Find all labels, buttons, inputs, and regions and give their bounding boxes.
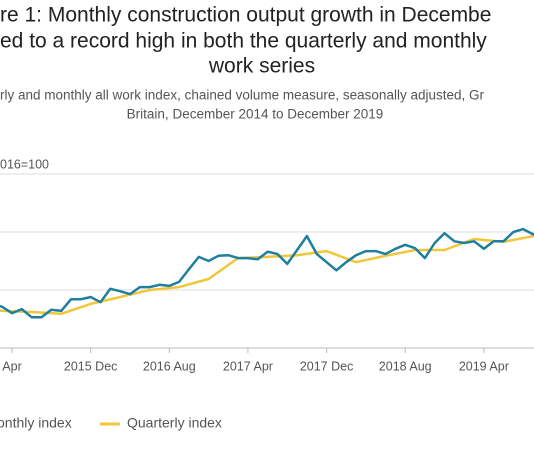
x-tick-label: 2018 Aug <box>379 359 432 373</box>
legend-label: Quarterly index <box>127 415 222 431</box>
legend-label: onthly index <box>0 415 72 431</box>
y-axis-label: 016=100 <box>0 157 49 171</box>
chart-title: re 1: Monthly construction output growth… <box>0 4 491 27</box>
chart-subtitle: rly and monthly all work index, chained … <box>0 88 484 103</box>
x-tick-label: 2016 Aug <box>143 359 196 373</box>
series-line <box>0 234 534 316</box>
x-tick-label: 2015 Dec <box>64 359 118 373</box>
x-tick-label: Apr <box>2 359 21 373</box>
chart-title: work series <box>208 55 315 78</box>
chart-subtitle: Britain, December 2014 to December 2019 <box>127 107 384 122</box>
x-tick-label: 2017 Dec <box>300 359 354 373</box>
x-tick-label: 2017 Apr <box>223 359 273 373</box>
series-line <box>0 227 534 319</box>
chart-title: ed to a record high in both the quarterl… <box>0 30 487 53</box>
x-tick-label: 2019 Apr <box>459 359 509 373</box>
